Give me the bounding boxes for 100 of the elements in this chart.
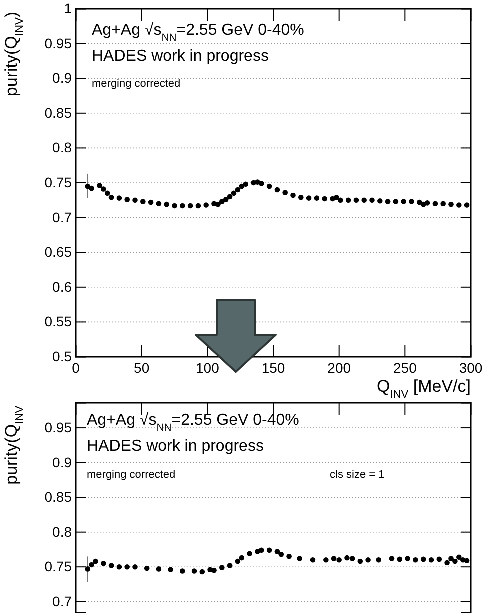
point (243, 182, 248, 188)
point (331, 556, 337, 562)
point (440, 201, 446, 207)
annotation: merging corrected (87, 469, 176, 481)
point (235, 187, 241, 193)
y-tick-label: 0.5 (52, 348, 72, 364)
point (358, 558, 364, 564)
point (239, 184, 245, 190)
x-tick-label: 250 (393, 360, 418, 376)
point (108, 563, 114, 568)
point (314, 196, 320, 201)
point (417, 200, 422, 206)
point (216, 202, 221, 208)
point (188, 203, 194, 209)
point (448, 202, 454, 208)
point (413, 558, 418, 563)
point (334, 194, 340, 200)
point (393, 199, 399, 204)
point (424, 200, 430, 206)
point (85, 184, 90, 190)
point (324, 558, 329, 563)
point (274, 187, 280, 193)
point (144, 566, 150, 572)
point (274, 549, 280, 554)
y-tick-label: 1 (64, 0, 72, 16)
point (101, 186, 106, 192)
y-tick-label: 0.75 (44, 174, 72, 190)
point (354, 198, 360, 204)
point (346, 198, 352, 204)
y-tick-label: 0.9 (52, 70, 72, 86)
y-tick-label: 0.65 (44, 244, 72, 260)
point (344, 555, 350, 561)
y-tick-label: 0.95 (44, 420, 72, 436)
point (298, 194, 304, 200)
point (89, 562, 94, 568)
y-tick-label: 0.75 (44, 558, 72, 575)
point (192, 568, 198, 574)
point (378, 198, 383, 204)
point (101, 560, 106, 566)
point (432, 201, 438, 207)
point (259, 181, 264, 186)
point (204, 202, 209, 208)
point (97, 183, 102, 188)
point (310, 558, 316, 563)
point (104, 190, 110, 196)
point (180, 568, 186, 574)
point (456, 554, 462, 560)
point (405, 556, 410, 562)
point (239, 555, 245, 561)
point (259, 548, 264, 554)
y-tick-label: 0.8 (52, 524, 72, 540)
x-tick-label: 0 (72, 360, 80, 376)
y-tick-label: 0.7 (52, 209, 72, 226)
point (385, 199, 391, 204)
point (448, 556, 454, 562)
point (370, 198, 375, 204)
point (164, 202, 170, 208)
point (452, 558, 458, 564)
y-tick-label: 0.55 (44, 314, 72, 330)
point (409, 199, 414, 204)
point (235, 558, 241, 564)
point (350, 556, 356, 562)
annotation: cls size = 1 (330, 469, 385, 481)
point (290, 192, 296, 198)
y-tick-label: 0.9 (52, 454, 72, 470)
point (172, 203, 178, 209)
x-tick-label: 100 (196, 360, 220, 376)
point (266, 184, 272, 190)
point (297, 556, 302, 562)
point (108, 194, 114, 200)
x-tick-label: 200 (328, 360, 352, 376)
point (220, 565, 225, 570)
point (156, 566, 162, 572)
point (401, 199, 406, 204)
x-tick-label: 300 (459, 360, 483, 376)
point (362, 198, 367, 204)
point (306, 196, 312, 201)
point (420, 556, 426, 562)
point (93, 558, 98, 564)
point (428, 558, 434, 563)
annotation: Ag+Ag √s$_{NN}$=2.55 GeV 0-40% (92, 22, 304, 44)
annotation: HADES work in progress (87, 438, 264, 455)
point (227, 563, 233, 568)
point (148, 200, 154, 206)
x-axis-title: Q$_{INV}$ [MeV/c] (376, 377, 471, 401)
point (286, 554, 292, 560)
y-tick-label: 0.7 (52, 593, 72, 610)
point (132, 198, 138, 204)
point (168, 567, 174, 573)
point (196, 203, 202, 209)
x-tick-label: 150 (262, 360, 286, 376)
point (223, 197, 229, 202)
point (456, 202, 462, 208)
point (156, 201, 162, 207)
point (436, 556, 442, 562)
point (247, 551, 252, 557)
point (212, 568, 217, 574)
point (278, 552, 284, 558)
point (231, 190, 237, 196)
y-tick-label: 0.85 (44, 489, 72, 506)
